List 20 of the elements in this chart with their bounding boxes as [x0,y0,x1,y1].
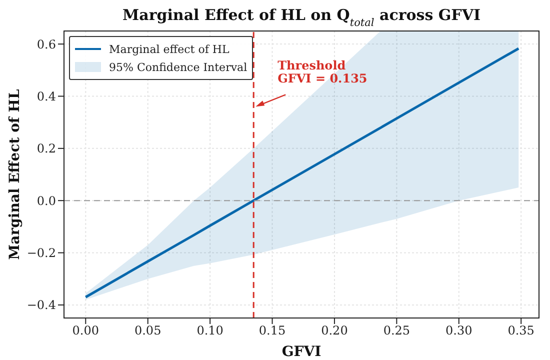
y-tick-label: 0.0 [36,194,56,208]
x-tick-label: 0.00 [72,324,100,338]
legend-label: Marginal effect of HL [109,42,230,56]
x-tick-label: 0.10 [196,324,224,338]
x-tick-label: 0.15 [258,324,286,338]
x-tick-label: 0.25 [383,324,410,338]
x-axis-title: GFVI [282,344,322,360]
x-tick-label: 0.20 [321,324,348,338]
y-tick-label: −0.2 [26,246,56,260]
chart-title: Marginal Effect of HL on Q$_{total}$ across GFVI [122,6,480,29]
annotation: Threshold GFVI = 0.135 [278,58,368,86]
y-tick-label: 0.6 [36,37,56,52]
x-tick-label: 0.30 [446,324,472,338]
y-tick-label: 0.2 [36,142,56,156]
x-tick-label: 0.05 [134,324,162,338]
y-tick-label: −0.4 [26,298,56,312]
x-tick-label: 0.35 [508,324,534,338]
y-axis-title: Marginal Effect of HL [7,88,23,260]
annotation: 95% Confidence Interval [109,60,248,74]
y-tick-label: 0.4 [36,89,56,104]
